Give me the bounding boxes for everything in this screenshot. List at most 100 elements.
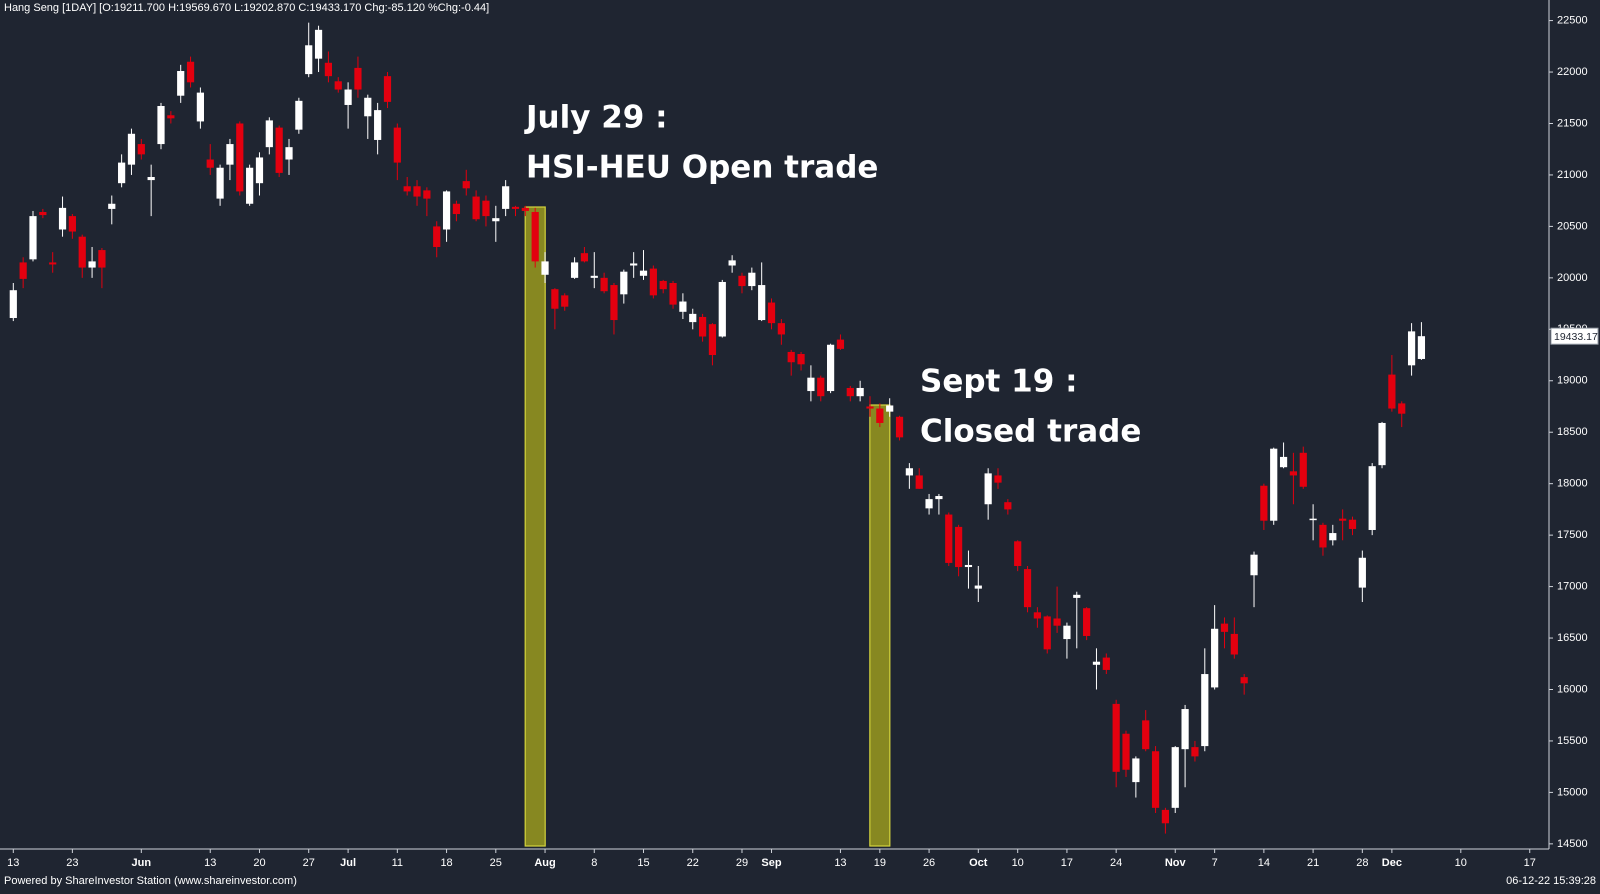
candle-body (827, 344, 835, 392)
candle-body (98, 250, 106, 268)
x-tick-label: 10 (1012, 857, 1024, 869)
candle-body (1407, 331, 1416, 366)
candle-body (1339, 518, 1347, 521)
candle-body (531, 211, 539, 262)
candle-body (147, 177, 155, 181)
candle-body (482, 200, 490, 217)
x-tick-label: 11 (392, 857, 403, 869)
x-tick-label: 17 (1524, 857, 1536, 869)
candle-body (393, 127, 401, 163)
candle-body (1122, 733, 1130, 770)
price-tag-box (1550, 327, 1599, 345)
x-tick-label: 13 (204, 857, 216, 869)
candle-body (689, 313, 697, 323)
candle-body (905, 468, 913, 476)
candle-body (295, 100, 303, 130)
candle-body (1289, 471, 1298, 476)
candle-body (1378, 422, 1386, 466)
candle-body (1211, 628, 1219, 688)
annotation: July 29 : (524, 100, 668, 136)
candle-body (344, 89, 352, 105)
candle-body (226, 144, 234, 165)
candle-body (29, 216, 37, 260)
candle-body (403, 186, 411, 192)
candle-body (787, 351, 795, 363)
candle-body (817, 377, 825, 397)
price-tag: 19433.17 (1554, 331, 1598, 343)
candle-body (502, 186, 510, 209)
x-tick-label: 23 (66, 857, 78, 869)
y-tick-label: 19000 (1557, 375, 1588, 387)
x-tick-label: Jul (340, 857, 356, 869)
candle-body (1417, 336, 1426, 359)
candle-body (246, 167, 254, 204)
x-tick-label: Sep (761, 857, 781, 869)
candle-body (639, 270, 648, 276)
candle-body (1033, 612, 1041, 619)
candle-body (1053, 618, 1061, 626)
candle-body (1358, 557, 1366, 588)
candle-body (836, 339, 845, 349)
candle-body (236, 123, 244, 192)
x-tick-label: 14 (1258, 857, 1270, 869)
x-tick-label: Dec (1382, 857, 1402, 869)
candle-body (78, 236, 86, 268)
candle-body (1102, 657, 1110, 670)
candle-body (1083, 608, 1091, 636)
y-tick-label: 20000 (1557, 272, 1588, 284)
candle-body (1319, 524, 1327, 548)
candle-body (807, 377, 815, 392)
candle-body (1142, 720, 1150, 750)
candle-body (1073, 594, 1081, 598)
candle-body (49, 262, 57, 265)
candle-body (265, 120, 273, 148)
annotation: Closed trade (920, 414, 1141, 450)
x-tick-label: 27 (303, 857, 315, 869)
x-tick-label: Jun (132, 857, 152, 869)
candle-body (1329, 533, 1337, 541)
candle-body (767, 302, 776, 324)
chart-title: Hang Seng [1DAY] [O:19211.700 H:19569.67… (4, 2, 489, 14)
candle-body (620, 271, 628, 295)
candle-body (1388, 374, 1396, 409)
candle-body (1309, 518, 1317, 521)
candle-body (1171, 747, 1179, 808)
candle-body (1398, 403, 1406, 414)
y-tick-label: 18000 (1557, 478, 1588, 490)
highlight-box (524, 206, 546, 847)
x-tick-label: 7 (1212, 857, 1218, 869)
y-tick-label: 16500 (1557, 632, 1588, 644)
candle-body (935, 496, 943, 500)
candle-body (1092, 661, 1101, 665)
candle-body (1063, 625, 1071, 640)
y-tick-label: 17500 (1557, 529, 1588, 541)
candle-body (649, 268, 657, 296)
candle-body (364, 97, 372, 117)
candle-body (167, 115, 175, 119)
x-tick-label: 13 (7, 857, 19, 869)
candle-body (738, 275, 746, 287)
candle-body (984, 473, 992, 505)
candle-body (255, 157, 264, 184)
candle-body (541, 261, 549, 275)
candle-body (186, 61, 195, 83)
candle-body (1151, 751, 1160, 808)
candle-body (354, 67, 362, 90)
candle-body (68, 216, 76, 232)
candle-body (285, 147, 293, 160)
candle-body (216, 167, 224, 199)
candle-body (698, 316, 707, 337)
candle-body (1201, 674, 1209, 747)
candle-body (1161, 809, 1169, 824)
candle-body (108, 203, 116, 209)
timestamp: 06-12-22 15:39:28 (1506, 875, 1596, 887)
candle-body (1240, 677, 1248, 684)
candle-body (570, 262, 579, 278)
x-tick-label: 22 (687, 857, 699, 869)
candle-body (1260, 485, 1268, 521)
candle-body (679, 301, 687, 312)
candle-body (334, 81, 342, 90)
x-tick-label: 25 (490, 857, 502, 869)
